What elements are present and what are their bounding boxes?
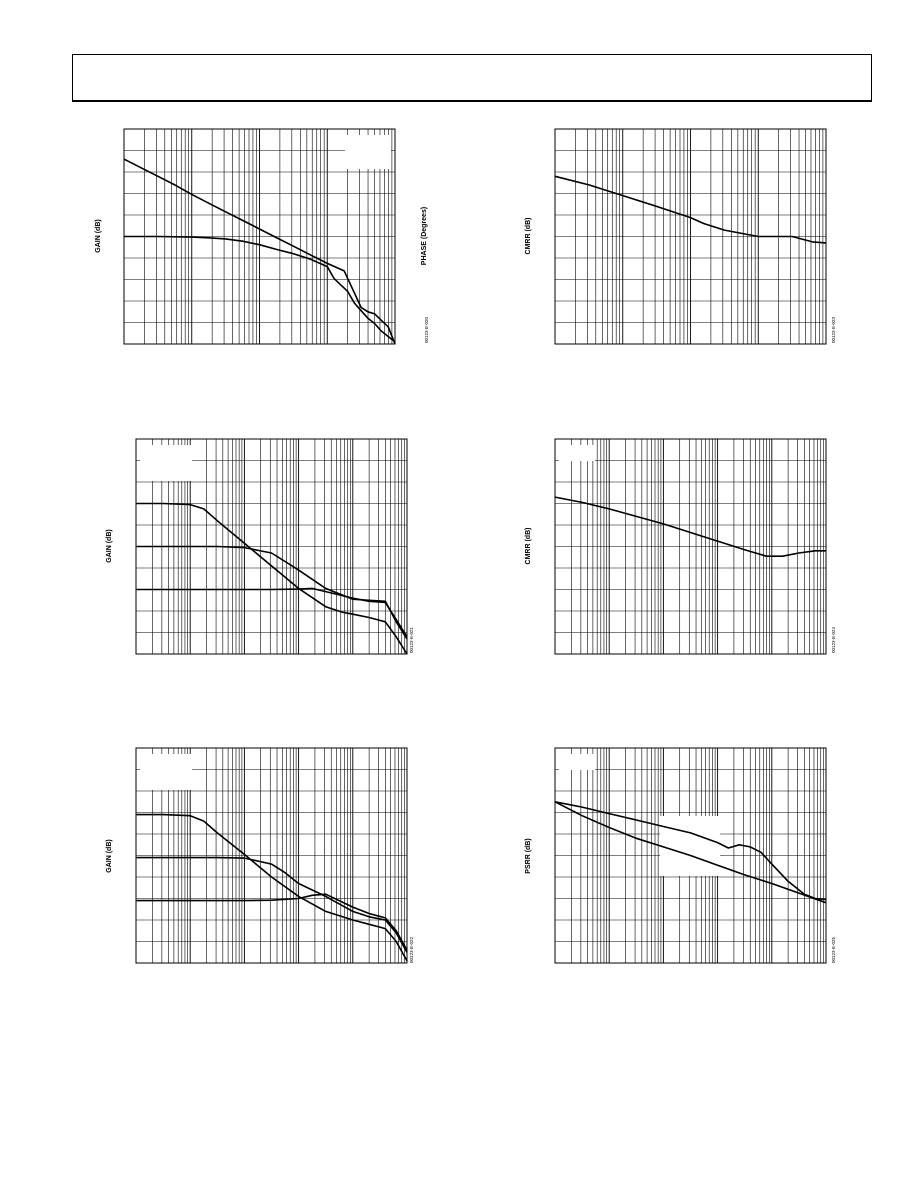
figure-code: 00123-E-024 (831, 626, 836, 653)
legend-box (559, 445, 595, 461)
series-line-1 (123, 158, 396, 345)
series-line-1 (136, 813, 408, 962)
y-axis-label: GAIN (dB) (106, 839, 113, 872)
series-line-2 (136, 545, 408, 640)
series-line-3 (136, 587, 408, 638)
figure-code: 00123-E-023 (831, 316, 836, 343)
chart-c022: GAIN (dB) 00123-E-022 (106, 747, 414, 964)
figure-code: 00123-E-021 (409, 626, 414, 653)
chart-c024: CMRR (dB) 00123-E-024 (525, 438, 836, 655)
y-axis-label: CMRR (dB) (525, 218, 532, 255)
series-line-1 (554, 801, 827, 901)
legend-box (140, 754, 192, 790)
series-line-2 (554, 801, 827, 904)
page-header-box (72, 54, 872, 102)
series-line-1 (554, 496, 826, 558)
plot-frame (135, 747, 408, 964)
y-axis-label: GAIN (dB) (95, 219, 102, 252)
y-axis-label: CMRR (dB) (525, 528, 532, 565)
y-axis-label: GAIN (dB) (106, 529, 113, 562)
plot-frame (554, 128, 827, 345)
figure-code: 00123-E-025 (831, 936, 836, 963)
legend-box (559, 754, 595, 770)
y2-axis-label: PHASE (Degrees) (421, 207, 428, 265)
chart-c020: GAIN (dB) PHASE (Degrees) 00123-E-020 (95, 128, 429, 345)
chart-c023: CMRR (dB) 00123-E-023 (525, 128, 836, 345)
figure-code: 00123-E-022 (409, 936, 414, 963)
series-line-2 (136, 856, 408, 953)
legend-box (345, 135, 391, 169)
series-line-1 (136, 502, 408, 655)
figure-code: 00123-E-020 (424, 316, 429, 343)
series-line-2 (124, 235, 396, 343)
chart-c025: PSRR (dB) 00123-E-025 (525, 747, 836, 964)
y-axis-label: PSRR (dB) (525, 838, 532, 873)
series-line-3 (136, 893, 408, 951)
chart-c021: GAIN (dB) 00123-E-021 (106, 438, 414, 655)
legend-box (140, 445, 192, 481)
plot-frame (554, 438, 827, 655)
legend-box (660, 816, 720, 876)
series-line-1 (554, 175, 827, 244)
plot-frame (554, 747, 827, 964)
